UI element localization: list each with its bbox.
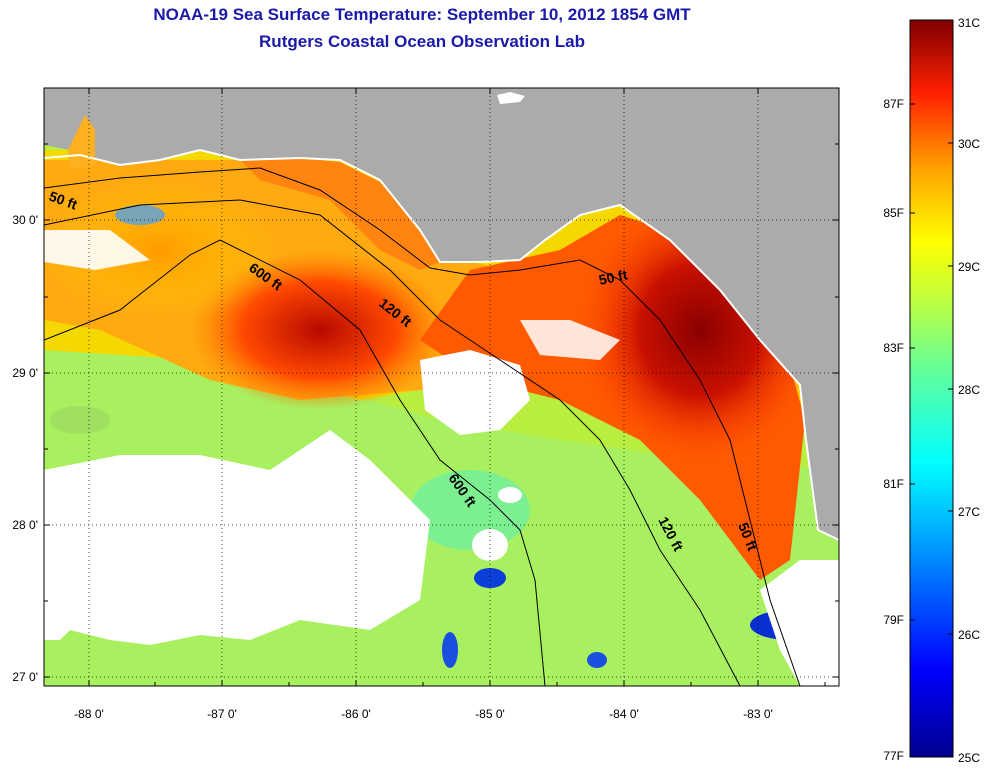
map-frame [43, 87, 840, 687]
x-axis-tick-label: -85 0' [475, 707, 505, 721]
colorbar-fahrenheit-label: 87F [883, 97, 904, 111]
cool-patch [442, 632, 458, 668]
colorbar-scale [909, 19, 954, 758]
cool-patch [474, 568, 506, 588]
colorbar-ticks [910, 103, 953, 635]
x-axis-tick-label: -84 0' [609, 707, 639, 721]
y-axis-tick-label: 29 0' [12, 366, 38, 380]
axis-ticks [44, 88, 839, 686]
colorbar-celsius-label: 29C [958, 260, 980, 274]
cool-patch [115, 205, 165, 225]
map-title: NOAA-19 Sea Surface Temperature: Septemb… [153, 5, 691, 24]
colorbar-celsius-label: 30C [958, 137, 980, 151]
colorbar-celsius-label: 27C [958, 505, 980, 519]
cloud-cover [44, 230, 150, 270]
cloud-cover [760, 560, 839, 686]
mixed-patch [410, 470, 530, 550]
map-subtitle: Rutgers Coastal Ocean Observation Lab [259, 32, 585, 51]
x-axis-tick-label: -87 0' [207, 707, 237, 721]
contour-600ft [44, 239, 546, 686]
warm-core-west [44, 180, 280, 320]
contour-120ft [44, 199, 741, 686]
contour-50ft [44, 167, 801, 686]
cloud-cover [520, 320, 620, 360]
cloud-cover [44, 590, 90, 640]
cool-patch [587, 652, 607, 668]
y-axis-tick-label: 30 0' [12, 213, 38, 227]
cloud-cover [44, 430, 430, 645]
cloud-cover [497, 92, 525, 104]
mixed-patch [50, 406, 110, 434]
grid-lines [44, 88, 839, 686]
colorbar-celsius-label: 31C [958, 16, 980, 30]
cloud-cover [420, 350, 530, 435]
colorbar-celsius-label: 25C [958, 751, 980, 765]
x-axis-tick-label: -88 0' [74, 707, 104, 721]
colorbar-fahrenheit-label: 83F [883, 341, 904, 355]
coastal-water [240, 158, 440, 270]
coastline [44, 148, 839, 541]
map-panel: 50 ft 600 ft 120 ft 50 ft 600 ft 120 ft … [12, 87, 840, 721]
colorbar-fahrenheit-label: 85F [883, 206, 904, 220]
x-axis-tick-label: -83 0' [743, 707, 773, 721]
colorbar: 31C 30C 29C 28C 27C 26C 25C 87F 85F 83F … [883, 16, 980, 765]
y-axis-tick-label: 28 0' [12, 518, 38, 532]
colorbar-celsius-label: 28C [958, 383, 980, 397]
colorbar-fahrenheit-label: 79F [883, 613, 904, 627]
cloud-cover [498, 487, 522, 503]
contour-label: 50 ft [597, 266, 629, 288]
x-axis-tick-label: -86 0' [341, 707, 371, 721]
colorbar-fahrenheit-label: 77F [883, 749, 904, 763]
y-axis-tick-label: 27 0' [12, 670, 38, 684]
colorbar-celsius-label: 26C [958, 628, 980, 642]
land-mass [44, 88, 839, 540]
colorbar-fahrenheit-label: 81F [883, 477, 904, 491]
